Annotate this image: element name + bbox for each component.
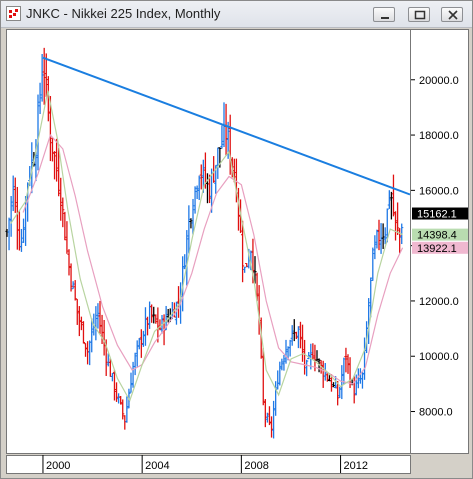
title-bar[interactable]: JNKC - Nikkei 225 Index, Monthly — [1, 1, 472, 28]
x-tick-label: 2012 — [344, 460, 368, 472]
time-axis[interactable] — [6, 455, 411, 474]
y-tick-label: 16000.0 — [419, 185, 459, 197]
ma-fast-label: 14398.4 — [417, 230, 457, 242]
price-axis[interactable] — [411, 29, 469, 454]
y-tick-label: 8000.0 — [419, 407, 453, 419]
ma-slow-label-bg — [412, 241, 468, 254]
ma-fast-line — [10, 90, 403, 402]
close-button[interactable] — [441, 7, 463, 22]
last-price-label-bg — [412, 207, 468, 220]
window-title: JNKC - Nikkei 225 Index, Monthly — [26, 6, 221, 21]
x-tick-label: 2004 — [145, 460, 169, 472]
minimize-icon — [381, 17, 389, 19]
ma-slow-label: 13922.1 — [417, 243, 457, 255]
ma-slow-line — [22, 133, 404, 385]
maximize-icon — [414, 10, 426, 20]
last-price-label: 15162.1 — [417, 209, 457, 221]
ma-fast-label-bg — [412, 228, 468, 241]
close-icon — [448, 10, 458, 20]
minimize-button[interactable] — [373, 7, 395, 22]
x-tick-label: 2000 — [46, 460, 70, 472]
chart-app-icon — [6, 6, 21, 21]
resistance-trendline — [42, 56, 411, 196]
maximize-button[interactable] — [408, 7, 430, 22]
y-tick-label: 10000.0 — [419, 351, 459, 363]
y-tick-label: 20000.0 — [419, 75, 459, 87]
y-tick-label: 18000.0 — [419, 130, 459, 142]
y-tick-label: 12000.0 — [419, 296, 459, 308]
x-tick-label: 2008 — [244, 460, 268, 472]
